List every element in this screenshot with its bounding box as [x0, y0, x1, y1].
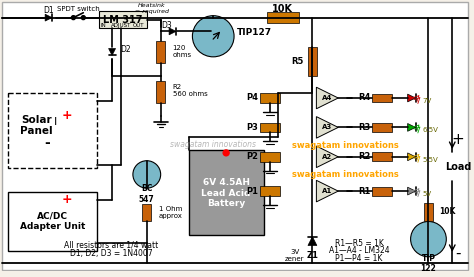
Text: P3: P3 [246, 123, 258, 132]
Text: Solar
Panel: Solar Panel [20, 115, 53, 136]
Text: -: - [45, 136, 51, 150]
FancyBboxPatch shape [156, 81, 165, 103]
Polygon shape [308, 237, 317, 245]
FancyBboxPatch shape [260, 152, 280, 162]
Text: ADJUST: ADJUST [111, 23, 131, 28]
Text: D1, D2, D3 = 1N4007: D1, D2, D3 = 1N4007 [70, 249, 153, 258]
Text: P4: P4 [246, 94, 258, 102]
Text: P1: P1 [246, 187, 258, 196]
FancyBboxPatch shape [260, 186, 280, 196]
Text: P1—P4 = 1K: P1—P4 = 1K [335, 254, 383, 263]
Text: swagatam innovations: swagatam innovations [170, 140, 256, 148]
FancyBboxPatch shape [190, 150, 264, 235]
Polygon shape [316, 146, 338, 168]
Circle shape [223, 150, 229, 156]
Text: TIP127: TIP127 [237, 28, 272, 37]
Text: A2: A2 [322, 154, 332, 160]
Text: R4: R4 [358, 94, 371, 102]
Text: R5: R5 [291, 57, 303, 66]
Text: D2: D2 [120, 45, 131, 55]
Polygon shape [316, 87, 338, 109]
Polygon shape [408, 187, 416, 195]
FancyBboxPatch shape [99, 11, 147, 29]
Text: 7V: 7V [422, 98, 432, 104]
Text: +: + [452, 132, 465, 147]
Polygon shape [408, 124, 416, 131]
Circle shape [72, 16, 75, 20]
Text: A1—A4 - LM324: A1—A4 - LM324 [328, 246, 389, 255]
Text: P2: P2 [246, 152, 258, 161]
FancyBboxPatch shape [372, 123, 392, 132]
Text: Load: Load [445, 161, 472, 171]
Circle shape [82, 16, 85, 20]
FancyBboxPatch shape [8, 192, 97, 251]
Text: I: I [54, 117, 57, 127]
Text: Heatsink
= required: Heatsink = required [135, 3, 169, 14]
Text: R2
560 ohms: R2 560 ohms [173, 84, 207, 97]
Text: 10K: 10K [272, 4, 293, 14]
Text: SPDT switch: SPDT switch [57, 6, 100, 12]
FancyBboxPatch shape [260, 93, 280, 103]
Text: 3V
zener: 3V zener [285, 249, 304, 262]
Text: R1—R5 = 1K: R1—R5 = 1K [335, 238, 383, 248]
Text: A3: A3 [322, 124, 332, 130]
Text: A4: A4 [322, 95, 332, 101]
Text: R2: R2 [358, 152, 371, 161]
Polygon shape [408, 153, 416, 161]
FancyBboxPatch shape [424, 203, 433, 220]
Text: swagatam innovations: swagatam innovations [292, 170, 399, 179]
Text: R3: R3 [359, 123, 371, 132]
FancyBboxPatch shape [2, 2, 468, 270]
Polygon shape [109, 48, 116, 55]
Text: BC
547: BC 547 [139, 184, 155, 204]
Text: -: - [456, 245, 461, 260]
Text: swagatam innovations: swagatam innovations [292, 140, 399, 150]
Text: 1 Ohm
approx: 1 Ohm approx [159, 206, 182, 219]
Text: 5V: 5V [422, 191, 432, 197]
Text: OUT: OUT [133, 23, 145, 28]
FancyBboxPatch shape [372, 187, 392, 196]
FancyBboxPatch shape [142, 204, 151, 222]
Text: TIP
122: TIP 122 [420, 254, 437, 273]
FancyBboxPatch shape [8, 93, 97, 168]
Text: R1: R1 [358, 187, 371, 196]
Circle shape [410, 222, 447, 257]
Text: +: + [61, 193, 72, 206]
FancyBboxPatch shape [156, 41, 165, 63]
Text: 120
ohms: 120 ohms [173, 45, 191, 58]
FancyBboxPatch shape [260, 122, 280, 132]
Circle shape [133, 161, 161, 188]
Text: IN: IN [100, 23, 106, 28]
Text: 6V 4.5AH
Lead Acid
Battery: 6V 4.5AH Lead Acid Battery [201, 178, 251, 208]
Polygon shape [45, 14, 52, 21]
FancyBboxPatch shape [372, 152, 392, 161]
Text: +: + [61, 109, 72, 122]
Polygon shape [408, 94, 416, 102]
Text: Z1: Z1 [306, 251, 319, 260]
Text: All resistors are 1/4 watt: All resistors are 1/4 watt [64, 240, 158, 250]
Text: D1: D1 [43, 6, 54, 15]
Text: A1: A1 [322, 188, 332, 194]
Polygon shape [316, 180, 338, 202]
FancyBboxPatch shape [267, 12, 299, 23]
FancyBboxPatch shape [308, 47, 317, 76]
Text: AC/DC
Adapter Unit: AC/DC Adapter Unit [20, 212, 85, 231]
Text: D3: D3 [161, 21, 172, 30]
Text: LM 317: LM 317 [103, 15, 143, 25]
Text: 10K: 10K [439, 207, 456, 216]
Circle shape [192, 16, 234, 57]
Text: 5.5V: 5.5V [422, 157, 438, 163]
FancyBboxPatch shape [372, 94, 392, 102]
Text: 6.5V: 6.5V [422, 127, 438, 133]
Polygon shape [316, 117, 338, 138]
Polygon shape [169, 28, 176, 35]
